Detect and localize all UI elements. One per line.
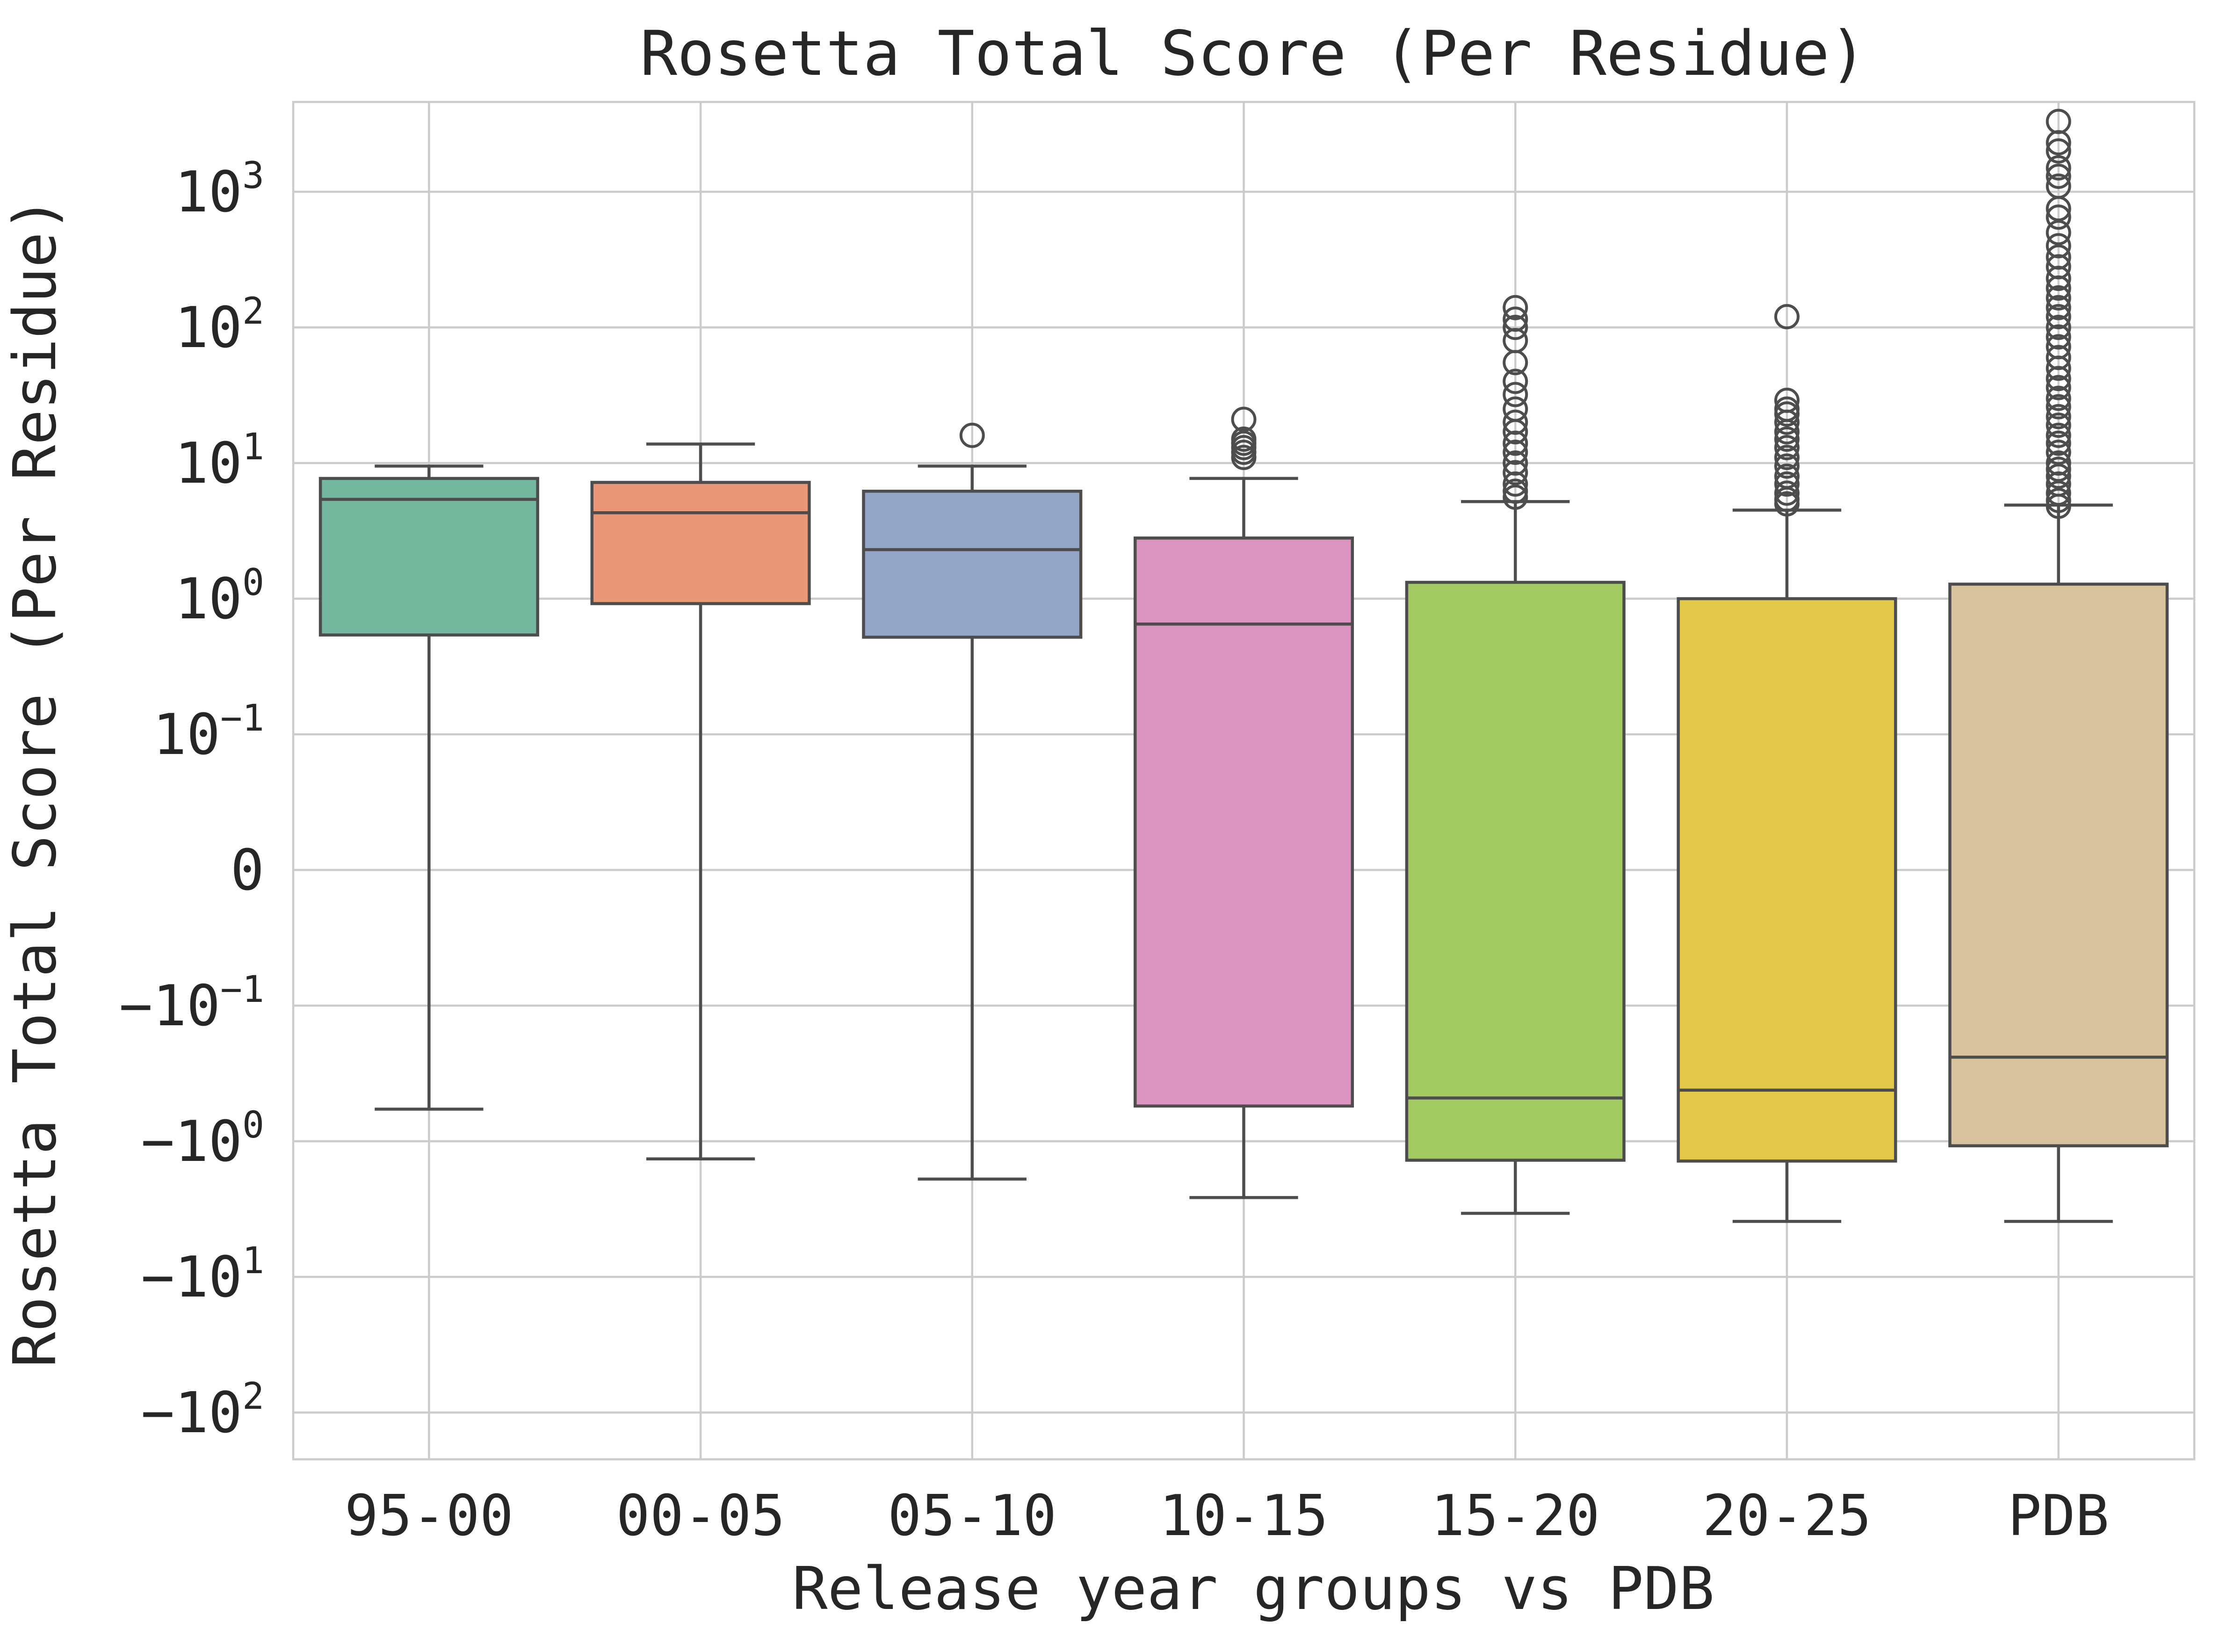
outlier-point xyxy=(2046,163,2071,189)
plot-frame xyxy=(292,101,2196,1461)
outlier-point xyxy=(2046,394,2071,420)
outlier-point xyxy=(1774,453,1800,479)
outlier-point xyxy=(2046,385,2071,411)
x-tick-label: PDB xyxy=(2008,1484,2109,1549)
outlier-point xyxy=(2046,440,2071,465)
outlier-point xyxy=(1231,406,1257,432)
outlier-point xyxy=(1503,430,1528,456)
outlier-point xyxy=(1503,460,1528,485)
outlier-point xyxy=(1503,382,1528,407)
y-axis-ticks: 103 102 101 100 10−1 0 −10−1 −100 −101 −102 xyxy=(119,155,264,1446)
outlier-point xyxy=(1774,480,1800,506)
outlier-point xyxy=(1774,464,1800,489)
box-20-25 xyxy=(1677,304,1897,1223)
outlier-point xyxy=(1503,478,1528,504)
outlier-point xyxy=(1774,387,1800,413)
x-axis-ticks: 95-00 00-05 05-10 10-15 15-20 20-25 PDB xyxy=(345,1484,2109,1549)
y-axis-label: Rosetta Total Score (Per Residue) xyxy=(0,196,69,1367)
outlier-point xyxy=(1774,471,1800,497)
x-tick-label: 20-25 xyxy=(1702,1484,1871,1549)
outlier-point xyxy=(1503,369,1528,394)
outlier-point xyxy=(2046,464,2071,489)
outlier-point xyxy=(2046,285,2071,311)
box-95-00 xyxy=(318,464,539,1111)
box-iqr xyxy=(1405,580,1626,1162)
outlier-point xyxy=(1503,315,1528,340)
outlier-point xyxy=(1774,444,1800,470)
y-tick-label: −101 xyxy=(141,1240,264,1310)
y-tick-label: 10−1 xyxy=(153,697,264,768)
outlier-point xyxy=(2046,366,2071,391)
x-tick-label: 15-20 xyxy=(1431,1484,1600,1549)
outlier-point xyxy=(1774,304,1800,330)
outlier-point xyxy=(2046,138,2071,164)
outlier-point xyxy=(1503,396,1528,422)
box-layer xyxy=(318,109,2169,1223)
outlier-point xyxy=(1503,306,1528,332)
box-iqr xyxy=(1677,597,1897,1163)
outlier-point xyxy=(2046,450,2071,476)
outlier-point xyxy=(2046,109,2071,134)
x-tick-label: 00-05 xyxy=(616,1484,785,1549)
x-tick-label: 05-10 xyxy=(888,1484,1056,1549)
outlier-point xyxy=(1503,450,1528,476)
outlier-point xyxy=(2046,456,2071,482)
outlier-point xyxy=(2046,315,2071,340)
outlier-point xyxy=(1774,435,1800,460)
outlier-point xyxy=(1231,426,1257,452)
outlier-point xyxy=(2046,173,2071,199)
outlier-point xyxy=(1503,471,1528,497)
box-10-15 xyxy=(1133,406,1354,1199)
outlier-point xyxy=(1774,396,1800,422)
outlier-point xyxy=(2046,430,2071,456)
outlier-point xyxy=(2046,345,2071,370)
box-15-20 xyxy=(1405,295,1626,1215)
outlier-point xyxy=(1503,485,1528,510)
y-tick-label: 103 xyxy=(175,155,264,225)
outlier-point xyxy=(2046,254,2071,280)
outlier-point xyxy=(2046,422,2071,448)
outlier-point xyxy=(959,422,985,448)
outlier-point xyxy=(2046,471,2071,497)
y-tick-label: −10−1 xyxy=(119,969,264,1039)
y-tick-label: 101 xyxy=(175,426,264,496)
box-iqr xyxy=(590,481,811,605)
box-iqr xyxy=(318,477,539,637)
outlier-point xyxy=(2046,155,2071,181)
box-iqr xyxy=(862,489,1083,639)
outlier-point xyxy=(2046,480,2071,506)
outlier-point xyxy=(2046,404,2071,429)
y-tick-label: −100 xyxy=(141,1104,264,1174)
outlier-point xyxy=(2046,487,2071,513)
outlier-point xyxy=(2046,375,2071,400)
x-tick-label: 10-15 xyxy=(1159,1484,1328,1549)
outlier-point xyxy=(1503,440,1528,465)
chart-title: Rosetta Total Score (Per Residue) xyxy=(640,18,1867,90)
outlier-point xyxy=(2046,324,2071,350)
x-axis-label: Release year groups vs PDB xyxy=(792,1554,1714,1623)
box-iqr xyxy=(1133,536,1354,1108)
outlier-point xyxy=(1503,295,1528,320)
outlier-point xyxy=(2046,334,2071,360)
outlier-point xyxy=(1503,409,1528,435)
x-tick-label: 95-00 xyxy=(345,1484,513,1549)
outlier-point xyxy=(2046,413,2071,438)
y-tick-label: 102 xyxy=(175,290,264,361)
y-tick-label: −102 xyxy=(141,1376,264,1446)
box-05-10 xyxy=(862,422,1083,1181)
box-iqr xyxy=(1948,582,2169,1147)
outlier-point xyxy=(2046,220,2071,246)
outlier-point xyxy=(1774,426,1800,452)
outlier-point xyxy=(2046,304,2071,330)
outlier-point xyxy=(2046,233,2071,259)
outlier-point xyxy=(2046,204,2071,230)
outlier-point xyxy=(2046,244,2071,270)
y-tick-label: 100 xyxy=(175,562,264,632)
box-00-05 xyxy=(590,442,811,1161)
outlier-point xyxy=(2046,295,2071,320)
box-PDB xyxy=(1948,109,2169,1223)
y-tick-label: 0 xyxy=(231,838,264,903)
